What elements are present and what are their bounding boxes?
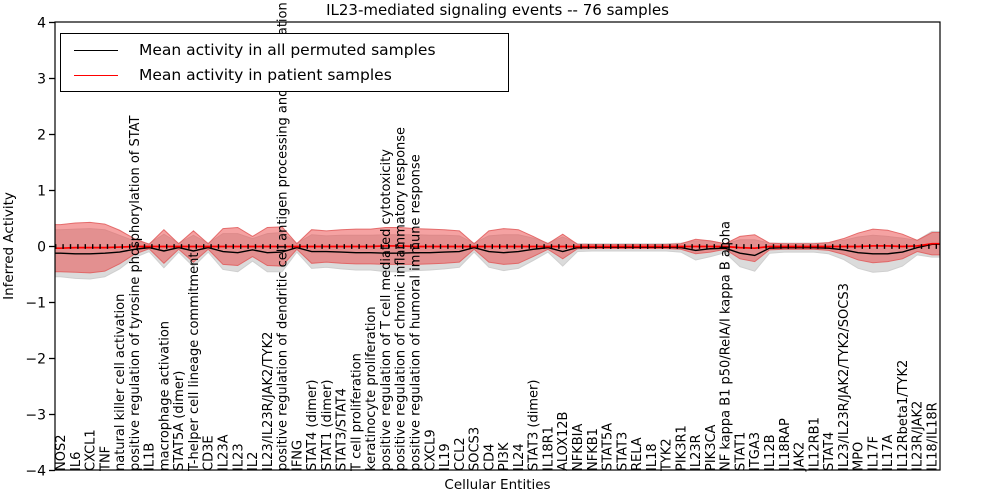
x-tick-label: IL23A <box>216 434 231 471</box>
x-tick-label: NOS2 <box>54 435 69 471</box>
x-tick-label: IL6 <box>69 452 84 471</box>
x-tick-label: positive regulation of T cell mediated c… <box>379 149 394 471</box>
x-tick-label: PI3K <box>497 442 512 471</box>
x-tick-label: STAT5A (dimer) <box>172 371 187 471</box>
x-tick-label: positive regulation of chronic inflammat… <box>394 127 409 471</box>
x-tick-label: RELA <box>630 437 645 471</box>
x-tick-label: IL23R <box>689 434 704 471</box>
x-tick-label: STAT5A <box>601 423 616 471</box>
y-tick-label: 1 <box>37 184 46 200</box>
x-tick-label: IL12B <box>763 434 778 471</box>
x-tick-label: IL19 <box>438 443 453 471</box>
patient-line-swatch <box>74 74 118 76</box>
x-tick-label: IL12RB1 <box>807 417 822 471</box>
x-tick-label: NFKB1 <box>586 428 601 471</box>
x-tick-label: ITGA3 <box>748 432 763 471</box>
x-tick-label: IFNG <box>290 440 305 471</box>
legend-label-permuted: Mean activity in all permuted samples <box>139 41 436 59</box>
x-tick-label: CXCL1 <box>84 429 99 471</box>
x-tick-label: IL1B <box>143 443 158 471</box>
x-tick-label: IL23/IL23R/JAK2/TYK2 <box>261 332 276 471</box>
x-tick-label: IL17A <box>881 434 896 471</box>
x-tick-label: PIK3CA <box>704 424 719 471</box>
y-axis-label: Inferred Activity <box>1 192 17 300</box>
x-tick-label: natural killer cell activation <box>113 294 128 471</box>
x-tick-label: PIK3R1 <box>674 425 689 471</box>
y-tick-label: −3 <box>25 408 46 424</box>
x-tick-label: keratinocyte proliferation <box>364 306 379 471</box>
x-tick-label: ALOX12B <box>556 412 571 471</box>
y-tick-label: 3 <box>37 72 46 88</box>
x-tick-label: STAT1 (dimer) <box>320 380 335 471</box>
x-tick-label: macrophage activation <box>157 321 172 471</box>
permuted-line-swatch <box>74 49 118 51</box>
x-tick-label: IL23/IL23R/JAK2/TYK2/SOCS3 <box>837 283 852 471</box>
x-tick-label: IL2 <box>246 452 261 471</box>
x-tick-label: T cell proliferation <box>349 353 364 472</box>
legend: Mean activity in all permuted samples Me… <box>60 33 509 92</box>
y-tick-label: −4 <box>25 464 46 480</box>
x-tick-label: positive regulation of dendritic cell an… <box>276 2 291 471</box>
x-tick-label: IL24 <box>512 443 527 471</box>
x-tick-label: CCL2 <box>453 437 468 471</box>
y-tick-label: −1 <box>25 296 46 312</box>
x-tick-label: IL18RAP <box>778 418 793 471</box>
x-tick-label: NF kappa B1 p50/RelA/I kappa B alpha <box>719 221 734 471</box>
y-tick-label: −2 <box>25 352 46 368</box>
y-tick-label: 4 <box>37 16 46 32</box>
y-tick-label: 0 <box>37 240 46 256</box>
x-tick-label: T-helper cell lineage commitment <box>187 253 202 472</box>
x-tick-label: positive regulation of tyrosine phosphor… <box>128 115 143 471</box>
x-tick-label: STAT4 (dimer) <box>305 380 320 471</box>
x-tick-label: IL18/IL18R <box>926 402 941 471</box>
y-tick-label: 2 <box>37 128 46 144</box>
x-tick-label: STAT4 <box>822 432 837 471</box>
x-tick-label: STAT3/STAT4 <box>335 388 350 471</box>
x-tick-label: positive regulation of humoral immune re… <box>409 154 424 471</box>
x-tick-label: NFKBIA <box>571 424 586 471</box>
x-tick-label: IL17F <box>866 436 881 471</box>
legend-item-patient: Mean activity in patient samples <box>74 66 504 84</box>
x-tick-label: STAT3 (dimer) <box>527 380 542 471</box>
x-tick-label: SOCS3 <box>468 427 483 471</box>
x-tick-label: IL18R1 <box>541 426 556 471</box>
x-tick-label: MPO <box>852 442 867 471</box>
legend-item-permuted: Mean activity in all permuted samples <box>74 41 504 59</box>
x-tick-label: IL18 <box>645 443 660 471</box>
permuted-mean-line <box>55 243 940 257</box>
x-tick-label: CD3E <box>202 435 217 471</box>
x-tick-label: CD4 <box>482 444 497 471</box>
x-tick-label: STAT1 <box>733 432 748 471</box>
chart-title: IL23-mediated signaling events -- 76 sam… <box>326 1 669 19</box>
x-tick-label: STAT3 <box>615 432 630 471</box>
x-tick-label: JAK2 <box>793 442 808 472</box>
x-tick-label: IL23 <box>231 443 246 471</box>
legend-label-patient: Mean activity in patient samples <box>139 66 392 84</box>
x-tick-label: IL23R/JAK2 <box>911 401 926 471</box>
x-axis-label: Cellular Entities <box>444 477 551 493</box>
x-tick-label: IL12Rbeta1/TYK2 <box>896 360 911 471</box>
x-tick-label: TYK2 <box>660 438 675 472</box>
x-tick-label: TNF <box>98 446 113 472</box>
x-tick-label: CXCL9 <box>423 429 438 471</box>
